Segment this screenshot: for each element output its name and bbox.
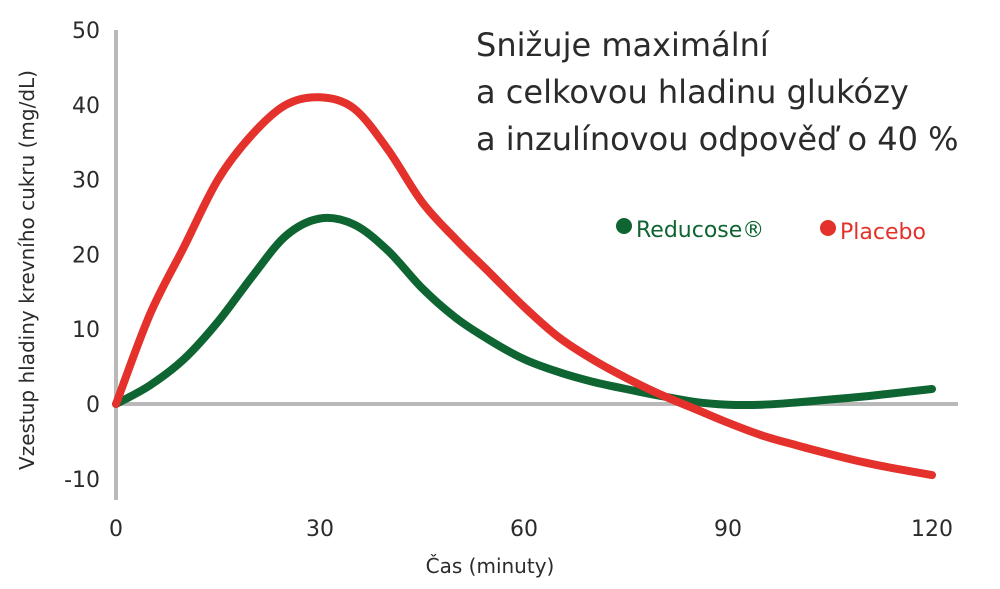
x-axis-title: Čas (minuty) — [426, 554, 555, 578]
y-tick-label: 40 — [72, 94, 100, 119]
x-tick-label: 30 — [306, 517, 334, 542]
y-tick-label: 30 — [72, 169, 100, 194]
x-tick-label: 0 — [109, 517, 123, 542]
legend: Reducose® Placebo — [616, 218, 926, 245]
chart-title: Snižuje maximální a celkovou hladinu glu… — [476, 26, 959, 158]
y-tick-label: -10 — [64, 468, 100, 493]
legend-label-placebo: Placebo — [840, 220, 926, 245]
y-tick-label: 0 — [86, 393, 100, 418]
title-line-2: a celkovou hladinu glukózy — [476, 73, 909, 111]
series-line-reducose — [112, 213, 936, 410]
title-line-3: a inzulínovou odpověď o 40 % — [476, 120, 959, 158]
x-tick-label: 60 — [510, 517, 538, 542]
y-axis-title: Vzestup hladiny krevního cukru (mg/dL) — [15, 70, 39, 470]
y-tick-label: 20 — [72, 243, 100, 268]
legend-marker-placebo — [820, 220, 836, 236]
y-tick-label: 10 — [72, 318, 100, 343]
x-tick-label: 90 — [714, 517, 742, 542]
y-tick-label: 50 — [72, 19, 100, 44]
legend-marker-reducose — [616, 218, 632, 234]
x-tick-labels: 0 30 60 90 120 — [109, 517, 953, 542]
y-tick-labels: 50 40 30 20 10 0 -10 — [64, 19, 100, 493]
series-layer — [112, 93, 936, 480]
x-tick-label: 120 — [911, 517, 953, 542]
legend-label-reducose: Reducose® — [636, 218, 764, 243]
series-line-placebo — [112, 93, 936, 480]
title-line-1: Snižuje maximální — [476, 26, 770, 64]
